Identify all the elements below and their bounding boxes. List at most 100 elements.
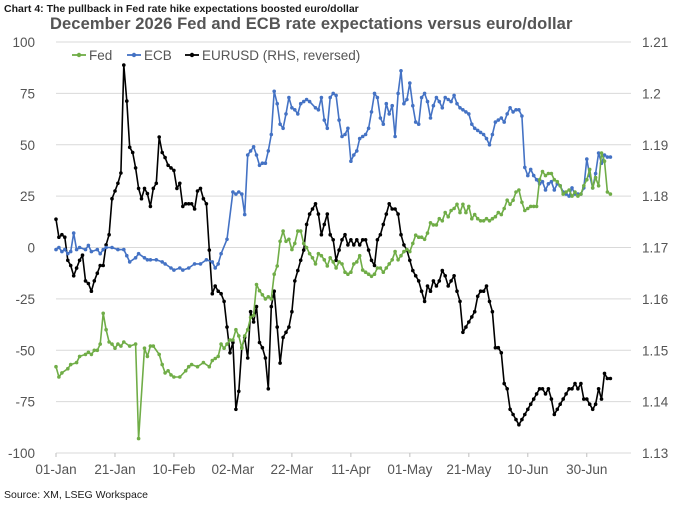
data-point — [74, 266, 79, 270]
data-point — [293, 108, 297, 112]
data-point — [372, 263, 377, 268]
data-point — [570, 194, 574, 198]
data-point — [210, 291, 215, 296]
data-point — [437, 279, 442, 283]
data-point — [281, 229, 285, 233]
data-point — [231, 190, 235, 194]
data-point — [490, 132, 495, 137]
data-point — [384, 212, 389, 216]
data-point — [234, 192, 238, 196]
data-point — [298, 258, 303, 263]
data-point — [340, 134, 344, 139]
data-point — [248, 315, 253, 320]
data-point — [375, 266, 380, 270]
data-point — [440, 268, 445, 273]
data-point — [552, 412, 557, 417]
data-point — [54, 247, 58, 252]
x-tick-label: 10-Jun — [507, 462, 548, 477]
data-point — [248, 309, 253, 314]
data-point — [422, 299, 427, 304]
data-point — [464, 210, 468, 215]
series-line-eurusd — [55, 64, 611, 426]
data-point — [257, 163, 262, 168]
data-point — [405, 247, 409, 252]
data-point — [528, 167, 533, 172]
data-point — [484, 284, 489, 288]
legend-label-ecb: ECB — [144, 48, 172, 63]
data-point — [54, 364, 58, 369]
data-point — [490, 309, 495, 314]
data-point — [77, 354, 82, 359]
data-point — [514, 417, 518, 422]
data-point — [428, 289, 433, 294]
data-point — [325, 126, 330, 131]
data-point — [298, 101, 303, 106]
data-point — [189, 202, 194, 206]
data-point — [576, 387, 580, 391]
data-point — [366, 272, 371, 277]
data-point — [160, 362, 164, 367]
data-point — [461, 330, 465, 335]
data-point — [472, 126, 477, 131]
data-point — [508, 106, 512, 110]
x-tick-label: 30-Jun — [566, 462, 607, 477]
data-point — [537, 387, 542, 391]
data-point — [422, 237, 427, 242]
data-point — [384, 266, 389, 270]
data-point — [470, 122, 474, 126]
data-point — [145, 354, 150, 359]
data-point — [449, 208, 453, 213]
data-point — [219, 291, 223, 296]
data-point — [472, 309, 477, 314]
data-point — [54, 217, 58, 221]
data-point — [240, 346, 244, 351]
data-point — [307, 251, 312, 256]
data-point — [319, 253, 324, 258]
data-point — [502, 120, 507, 124]
series-layer — [54, 63, 613, 441]
data-point — [531, 204, 536, 209]
data-point — [378, 266, 383, 270]
data-point — [207, 248, 212, 252]
data-point — [169, 266, 173, 270]
data-point — [160, 260, 164, 264]
data-point — [455, 101, 459, 106]
data-point — [576, 194, 580, 198]
data-point — [393, 134, 397, 139]
data-point — [481, 132, 486, 137]
data-point — [526, 206, 530, 211]
data-point — [133, 166, 138, 170]
data-point — [517, 188, 521, 192]
data-point — [92, 279, 97, 283]
data-point — [514, 108, 518, 112]
data-point — [130, 150, 135, 155]
data-point — [517, 422, 521, 427]
chart-title: December 2026 Fed and ECB rate expectati… — [50, 15, 573, 33]
data-point — [416, 279, 421, 283]
data-point — [334, 93, 338, 98]
data-point — [60, 371, 64, 375]
data-point — [390, 207, 395, 211]
data-point — [502, 206, 507, 211]
data-point — [355, 149, 359, 153]
data-point — [98, 251, 102, 256]
data-point — [593, 402, 598, 407]
data-point — [222, 346, 226, 351]
data-point — [142, 255, 147, 260]
right-tick-label: 1.18 — [642, 189, 668, 204]
data-point — [449, 99, 453, 104]
data-point — [145, 191, 150, 196]
data-point — [585, 177, 589, 182]
data-point — [549, 171, 554, 176]
data-point — [452, 274, 456, 278]
data-point — [505, 112, 510, 116]
data-point — [251, 145, 256, 149]
data-point — [231, 340, 235, 345]
data-point — [122, 247, 126, 252]
data-point — [537, 177, 542, 182]
data-point — [136, 436, 141, 441]
data-point — [446, 214, 451, 219]
data-point — [225, 237, 229, 242]
data-point — [290, 309, 294, 314]
data-point — [83, 279, 88, 283]
